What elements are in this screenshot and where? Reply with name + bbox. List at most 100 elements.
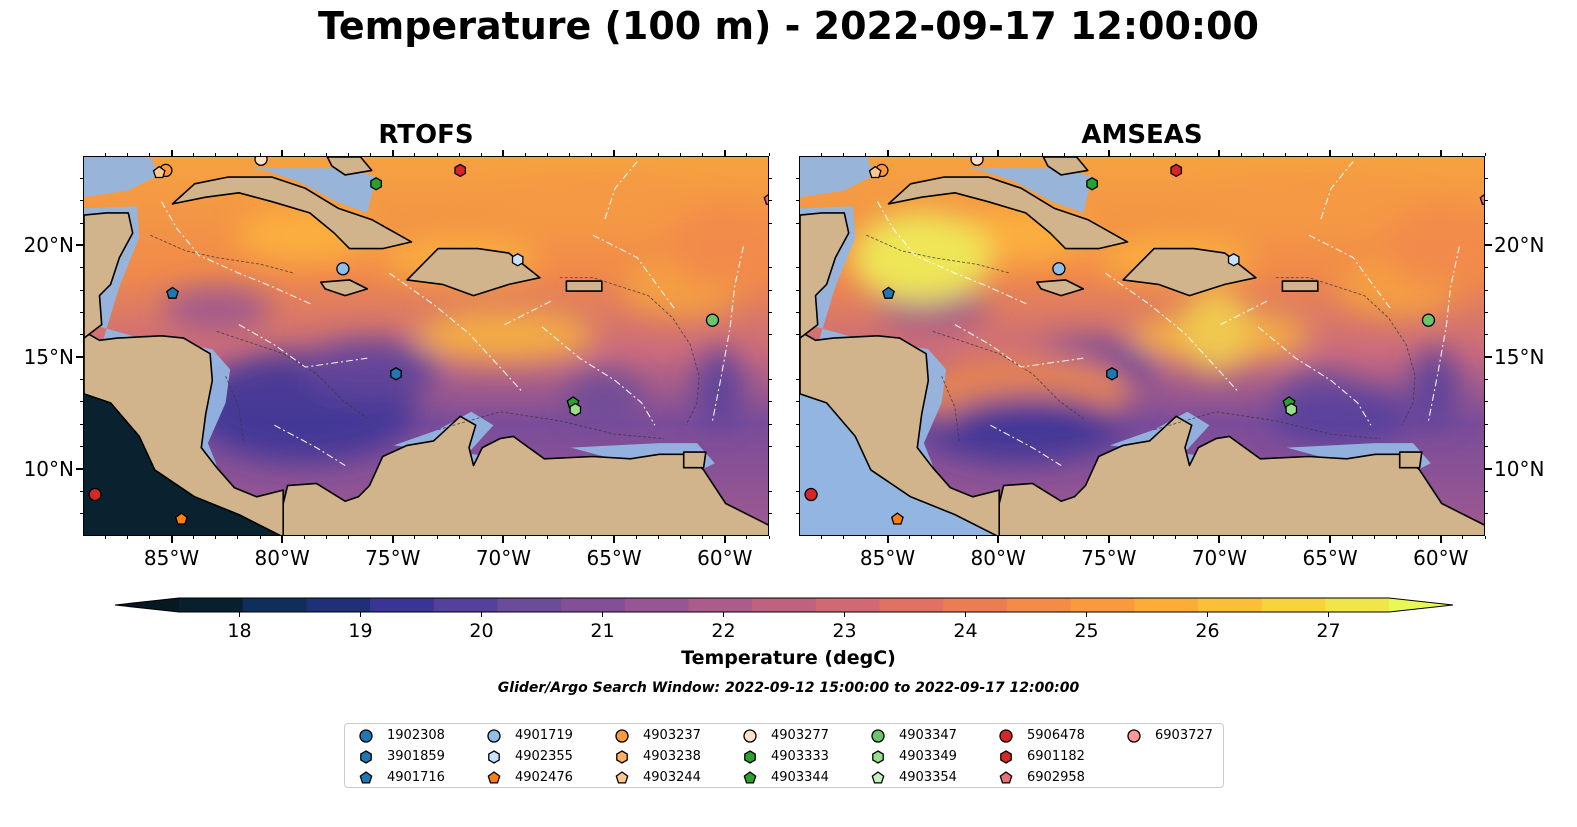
lon-minor-tick bbox=[569, 536, 571, 539]
legend-marker-icon bbox=[744, 749, 756, 764]
float-marker-5906478 bbox=[88, 487, 102, 502]
bathymetry-contour bbox=[932, 330, 1084, 419]
lon-tick-mark-top bbox=[997, 150, 1000, 157]
legend-label: 4903237 bbox=[643, 728, 701, 743]
lon-tick-label: 65°W bbox=[586, 546, 642, 570]
lon-minor-tick-top bbox=[1351, 153, 1353, 156]
legend-marker bbox=[360, 749, 372, 764]
colorbar-segment bbox=[433, 598, 499, 612]
bathymetry-contour bbox=[437, 411, 664, 440]
lon-minor-tick-top bbox=[1285, 153, 1287, 156]
lon-minor-tick-top bbox=[1263, 153, 1265, 156]
lat-minor-tick bbox=[796, 490, 799, 492]
legend-marker bbox=[487, 728, 501, 743]
lon-minor-tick-top bbox=[303, 153, 305, 156]
lat-tick-label-right: 10°N bbox=[1494, 456, 1545, 481]
legend-marker-icon bbox=[615, 770, 629, 784]
colorbar-tick-mark bbox=[1207, 612, 1208, 617]
colorbar-segment bbox=[370, 598, 435, 612]
colorbar-segment bbox=[1261, 598, 1326, 612]
colorbar-segment bbox=[815, 598, 881, 612]
colorbar-segment bbox=[688, 598, 753, 612]
eez-boundary bbox=[1319, 161, 1354, 222]
lat-minor-tick bbox=[1485, 177, 1488, 179]
lat-minor-tick bbox=[80, 379, 83, 381]
legend-label: 5906478 bbox=[1027, 728, 1085, 743]
eez-boundary bbox=[1257, 326, 1372, 426]
legend-marker bbox=[359, 728, 373, 743]
land-trinidad bbox=[682, 451, 707, 469]
land-bahamas bbox=[1042, 157, 1089, 176]
lon-minor-tick bbox=[126, 536, 128, 539]
float-marker-4902476 bbox=[890, 512, 904, 525]
colorbar-segment bbox=[943, 598, 1008, 612]
lon-tick-mark-top bbox=[502, 150, 505, 157]
lat-minor-tick bbox=[80, 311, 83, 313]
lat-minor-tick bbox=[769, 222, 772, 224]
legend-marker bbox=[488, 749, 500, 764]
lon-minor-tick-top bbox=[931, 153, 933, 156]
lat-minor-tick bbox=[769, 401, 772, 403]
lon-tick-mark bbox=[1329, 536, 1332, 543]
lon-tick-mark bbox=[170, 536, 173, 543]
panel-title-amseas: AMSEAS bbox=[1081, 120, 1203, 150]
float-marker-4903244 bbox=[868, 165, 882, 179]
float-marker-4901716 bbox=[882, 286, 895, 299]
colorbar-label: Temperature (degC) bbox=[681, 647, 896, 669]
lon-minor-tick bbox=[820, 536, 822, 539]
lon-tick-mark bbox=[1218, 536, 1221, 543]
lat-minor-tick bbox=[796, 379, 799, 381]
lon-minor-tick bbox=[193, 536, 195, 539]
legend-marker bbox=[616, 749, 628, 764]
lat-minor-tick bbox=[1485, 446, 1488, 448]
lon-tick-label: 60°W bbox=[697, 546, 753, 570]
legend-marker-icon bbox=[487, 728, 501, 743]
lon-minor-tick bbox=[591, 536, 593, 539]
lon-minor-tick bbox=[1241, 536, 1243, 539]
lon-minor-tick-top bbox=[525, 153, 527, 156]
lon-minor-tick bbox=[1373, 536, 1375, 539]
lon-minor-tick bbox=[657, 536, 659, 539]
legend-marker bbox=[871, 728, 885, 743]
lat-minor-tick bbox=[1485, 267, 1488, 269]
eez-boundary bbox=[389, 272, 523, 393]
lat-minor-tick bbox=[80, 423, 83, 425]
lon-minor-tick-top bbox=[325, 153, 327, 156]
shallow-water bbox=[84, 157, 160, 198]
lon-tick-mark-top bbox=[170, 150, 173, 157]
lat-minor-tick bbox=[1485, 200, 1488, 202]
legend-entry: 4903354 bbox=[869, 768, 957, 787]
lon-minor-tick-top bbox=[820, 153, 822, 156]
legend-label: 4901716 bbox=[387, 770, 445, 785]
colorbar-tick-label: 25 bbox=[1074, 620, 1099, 642]
lat-minor-tick bbox=[796, 311, 799, 313]
lat-minor-tick bbox=[1485, 513, 1488, 515]
lon-minor-tick bbox=[325, 536, 327, 539]
lon-minor-tick bbox=[864, 536, 866, 539]
lon-minor-tick-top bbox=[436, 153, 438, 156]
colorbar-segment bbox=[1134, 598, 1199, 612]
lon-tick-mark bbox=[391, 536, 394, 543]
colorbar-segment bbox=[497, 598, 562, 612]
legend-entry: 4903277 bbox=[741, 726, 829, 745]
lat-minor-tick bbox=[769, 177, 772, 179]
legend-marker-icon bbox=[488, 749, 500, 764]
colorbar-tick-mark bbox=[360, 612, 361, 617]
lat-minor-tick bbox=[80, 222, 83, 224]
colorbar-tick-mark bbox=[1328, 612, 1329, 617]
eez-boundary bbox=[1427, 246, 1460, 421]
lat-tick-mark bbox=[1485, 244, 1492, 247]
lon-minor-tick bbox=[547, 536, 549, 539]
colorbar-segment bbox=[1197, 598, 1263, 612]
legend-label: 4903277 bbox=[771, 728, 829, 743]
shallow-water bbox=[800, 157, 876, 198]
lon-minor-tick bbox=[1064, 536, 1066, 539]
legend-entry: 4901716 bbox=[357, 768, 445, 787]
legend-marker bbox=[743, 770, 757, 784]
colorbar-segment bbox=[306, 598, 371, 612]
lon-minor-tick bbox=[1285, 536, 1287, 539]
lon-minor-tick-top bbox=[104, 153, 106, 156]
lon-minor-tick bbox=[370, 536, 372, 539]
colorbar-tick-label: 21 bbox=[590, 620, 615, 642]
float-marker-6902958 bbox=[1479, 194, 1484, 205]
